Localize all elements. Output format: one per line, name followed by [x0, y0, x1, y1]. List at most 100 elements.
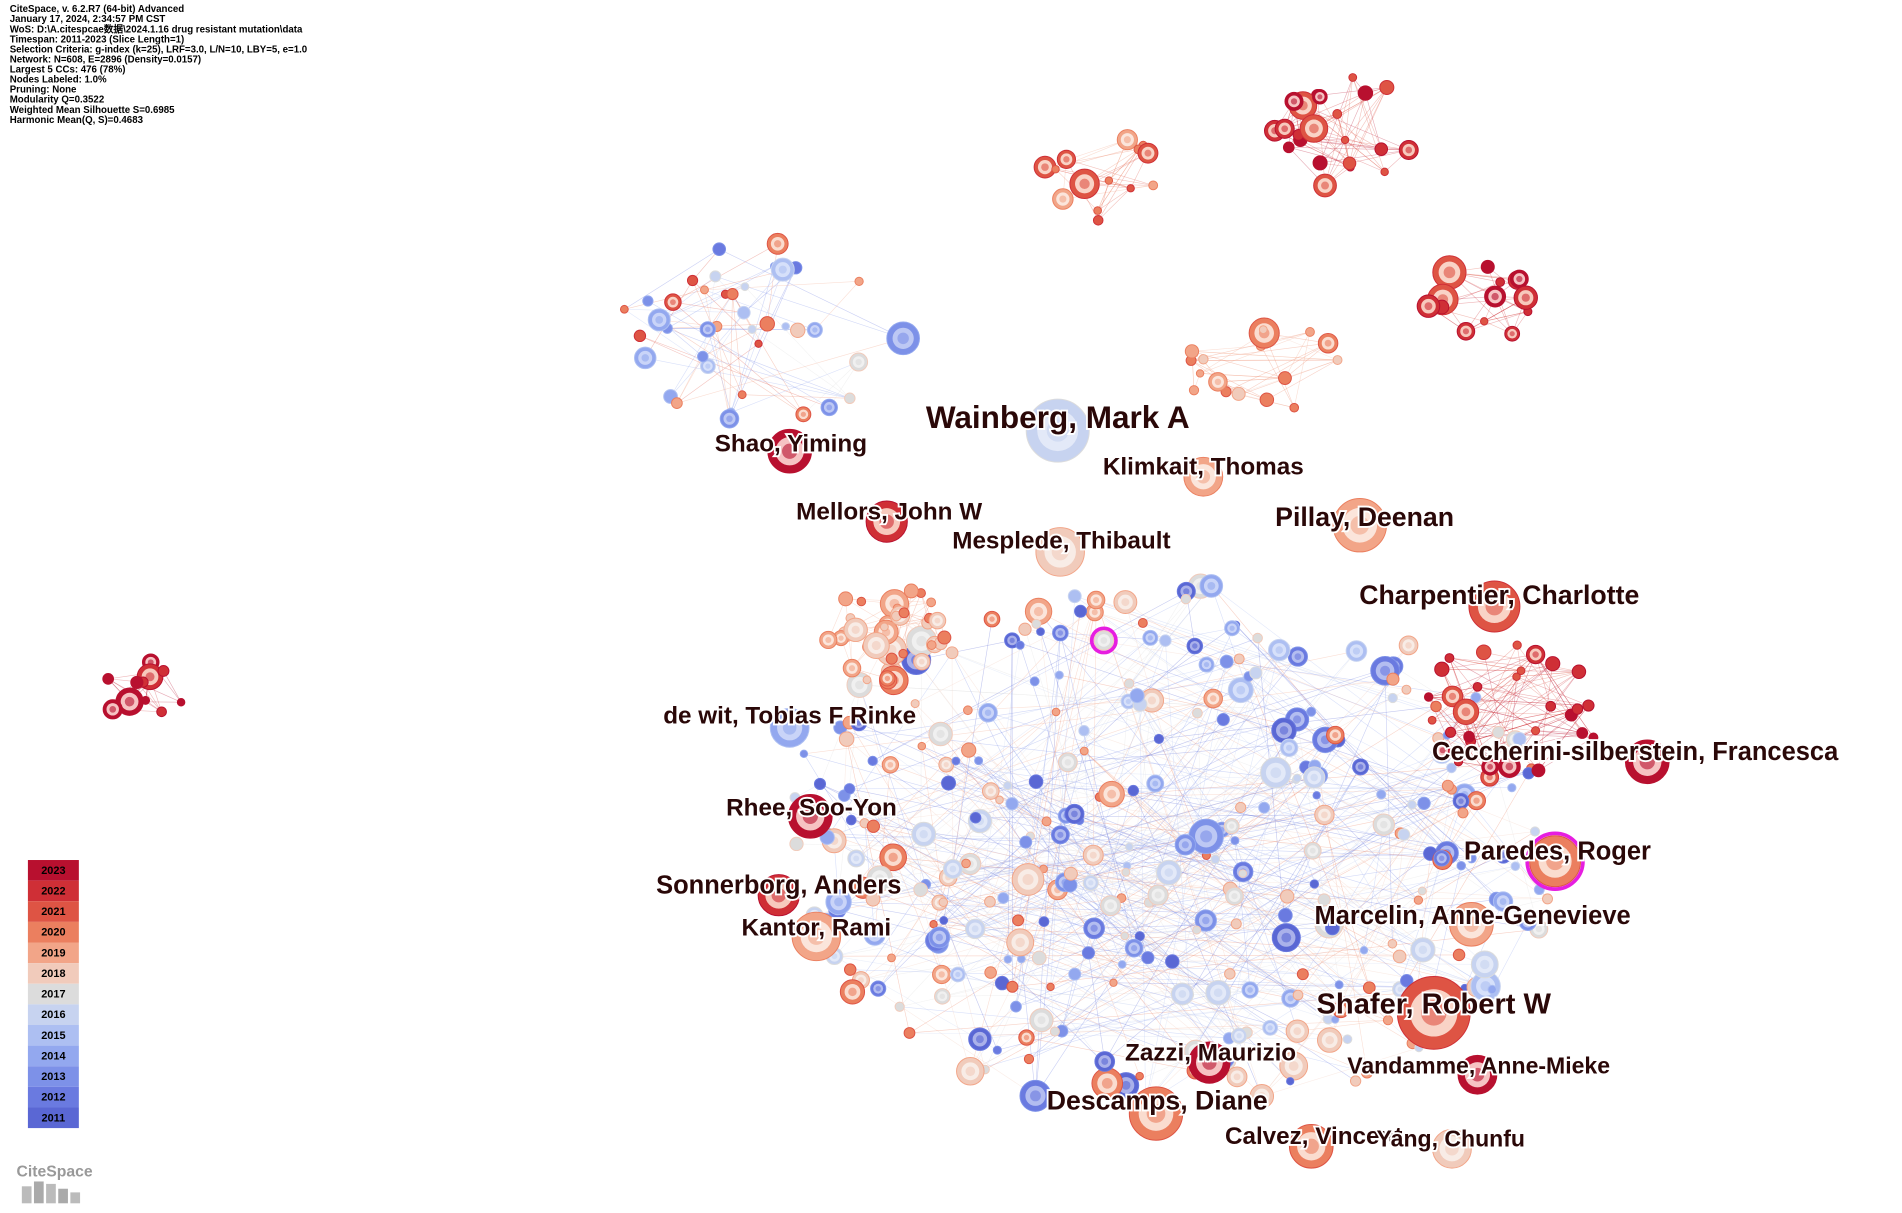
node-ring: [813, 777, 827, 791]
node-ring: [1466, 853, 1477, 864]
node-ring: [130, 675, 144, 690]
node-ring: [1480, 259, 1495, 274]
node: [766, 232, 789, 255]
node: [781, 322, 790, 331]
edge: [1538, 737, 1594, 771]
edge: [1015, 961, 1173, 1007]
node: [934, 988, 951, 1005]
node: [1093, 206, 1102, 215]
node-label: Shao, Yiming: [715, 431, 867, 458]
node-core: [1125, 698, 1131, 704]
node: [863, 923, 886, 946]
edge: [1344, 87, 1388, 141]
node-core: [1051, 543, 1069, 561]
node: [1545, 656, 1561, 672]
node: [1529, 826, 1541, 837]
edge: [1019, 645, 1075, 815]
node-core: [1443, 266, 1456, 279]
legend-year: 2019: [41, 947, 65, 959]
edge: [1050, 986, 1056, 1032]
node: [1082, 874, 1099, 891]
node: [1312, 88, 1328, 105]
node-ring: [1051, 707, 1061, 717]
node: [1507, 783, 1517, 793]
node: [1274, 118, 1295, 139]
node: [1292, 989, 1304, 1001]
edge: [1038, 600, 1097, 958]
node-ring: [1079, 746, 1089, 756]
edge: [890, 764, 1296, 781]
node: [1116, 129, 1138, 151]
node: [1314, 804, 1335, 826]
edge: [1191, 345, 1262, 352]
node-ring: [974, 756, 984, 766]
node-ring: [1054, 670, 1064, 680]
edge: [1516, 676, 1589, 706]
legend-swatch: [27, 860, 79, 881]
edge: [1465, 711, 1539, 771]
edge: [1191, 331, 1311, 361]
labels: Wainberg, Mark A Shao, Yiming Klimkait, Th…: [654, 397, 1841, 1153]
node-core: [1063, 156, 1070, 163]
node-ring: [1249, 666, 1263, 680]
node: [1219, 654, 1234, 669]
edge: [914, 703, 1240, 1036]
node: [1089, 626, 1118, 655]
edge: [1074, 813, 1127, 873]
edge: [676, 356, 704, 404]
node-label: Mellors, John W: [796, 499, 982, 526]
node-ring: [1588, 732, 1599, 743]
node-ring: [1010, 1000, 1022, 1013]
node: [945, 646, 959, 660]
node-core: [1380, 665, 1391, 676]
node-core: [1033, 606, 1044, 617]
node: [865, 891, 881, 907]
node: [1159, 634, 1172, 647]
node: [898, 607, 910, 619]
node-core: [875, 985, 881, 992]
node: [1051, 707, 1061, 717]
node-ring: [1430, 700, 1442, 713]
node-ring: [1216, 713, 1230, 727]
node-ring: [913, 882, 929, 898]
node-ring: [1545, 700, 1557, 712]
node-ring: [1380, 167, 1389, 177]
edge: [672, 301, 744, 313]
node: [813, 777, 827, 791]
node-core: [1421, 1000, 1447, 1026]
edge: [1074, 649, 1280, 975]
node-ring: [1141, 951, 1155, 965]
node: [981, 782, 1000, 800]
node-core: [1279, 726, 1289, 735]
edge: [921, 745, 1159, 896]
node-core: [1445, 1141, 1459, 1156]
logo: CiteSpace: [17, 1164, 93, 1204]
edge: [1084, 585, 1201, 752]
node: [1135, 1071, 1144, 1081]
edge: [864, 719, 1298, 824]
edge: [1124, 700, 1153, 936]
node: [1468, 580, 1521, 633]
node: [1313, 173, 1337, 198]
edge: [851, 698, 1214, 821]
edge: [987, 712, 1238, 1077]
node: [799, 749, 809, 759]
node: [843, 783, 856, 795]
edge: [1261, 1047, 1419, 1097]
node: [1433, 741, 1452, 760]
edge: [1365, 92, 1382, 150]
node-ring: [1003, 781, 1013, 791]
node: [1306, 706, 1317, 717]
node-core: [1499, 898, 1507, 905]
node-label: Shafer, Robert W: [1317, 988, 1552, 1020]
node: [854, 276, 864, 286]
node-core: [1288, 1061, 1299, 1071]
node: [1430, 700, 1442, 713]
node-core: [145, 672, 155, 682]
node-ring: [1332, 355, 1343, 365]
node: [838, 731, 855, 747]
node-core: [1505, 762, 1514, 771]
edge: [1128, 701, 1425, 804]
node: [1334, 980, 1344, 990]
legend-year: 2011: [42, 1112, 66, 1124]
